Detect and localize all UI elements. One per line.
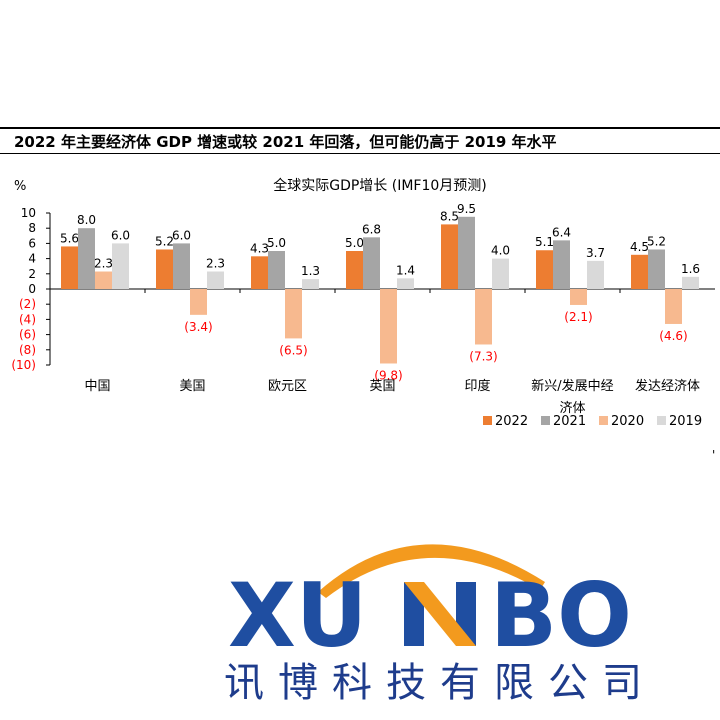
data-label: 5.6 [60, 231, 79, 245]
bar-2019 [302, 279, 319, 289]
data-label: 8.5 [440, 209, 459, 223]
bar-2021 [173, 243, 190, 289]
bar-2022 [156, 249, 173, 289]
y-tick-label: (2) [19, 297, 36, 311]
data-label: 6.0 [172, 228, 191, 242]
legend-label: 2021 [553, 414, 586, 429]
company-name: 讯博科技有限公司 [224, 660, 656, 706]
data-label: 6.8 [362, 222, 381, 236]
y-tick-label: 4 [28, 252, 36, 266]
headline-top-rule [0, 127, 720, 129]
bar-2019 [682, 276, 699, 289]
data-label: 4.5 [630, 240, 649, 254]
bar-2021 [78, 228, 95, 289]
data-label: 6.4 [552, 225, 571, 239]
y-tick-label: 2 [28, 267, 36, 281]
logo-brand-left: XU [228, 564, 367, 650]
bar-2020 [665, 289, 682, 324]
legend-label: 2019 [669, 414, 702, 429]
data-label: 3.7 [586, 246, 605, 260]
bar-2019 [492, 258, 509, 289]
legend-swatch-2020 [599, 416, 608, 425]
bar-2019 [587, 260, 604, 289]
page-headline: 2022 年主要经济体 GDP 增速或较 2021 年回落，但可能仍高于 201… [14, 133, 557, 151]
legend-swatch-2021 [541, 416, 550, 425]
data-label: 5.0 [267, 236, 286, 250]
data-label: 8.0 [77, 213, 96, 227]
bar-2020 [570, 289, 587, 305]
bar-2019 [207, 271, 224, 289]
data-label: 4.0 [491, 244, 510, 258]
bar-2021 [268, 251, 285, 289]
bar-2020 [380, 289, 397, 364]
category-label: 印度 [464, 378, 490, 394]
legend-swatch-2019 [657, 416, 666, 425]
data-label: (6.5) [279, 343, 307, 357]
bar-2019 [397, 278, 414, 289]
xunbo-logo: XU BO [228, 544, 632, 650]
data-label: 5.2 [647, 234, 666, 248]
y-tick-label: 10 [21, 206, 36, 220]
data-label: (2.1) [564, 310, 592, 324]
bar-2020 [95, 271, 112, 289]
y-tick-label: (10) [11, 358, 36, 372]
bar-2020 [190, 289, 207, 315]
bar-2021 [553, 240, 570, 289]
bar-2022 [61, 246, 78, 289]
data-label: (4.6) [659, 329, 687, 343]
y-tick-label: (4) [19, 312, 36, 326]
data-label: 4.3 [250, 241, 269, 255]
y-tick-label: (8) [19, 343, 36, 357]
bar-2021 [363, 237, 380, 289]
data-label: 9.5 [457, 202, 476, 216]
headline-bottom-rule [0, 153, 720, 154]
chart-title: 全球实际GDP增长 (IMF10月预测) [273, 177, 487, 194]
data-label: (9.8) [374, 368, 402, 382]
bar-2022 [536, 250, 553, 289]
bar-2019 [112, 243, 129, 289]
bar-2021 [458, 216, 475, 289]
data-label: 5.2 [155, 234, 174, 248]
data-label: 5.1 [535, 235, 554, 249]
data-label: 1.6 [681, 262, 700, 276]
bar-2020 [475, 289, 492, 345]
data-label: 6.0 [111, 228, 130, 242]
logo-n-glyph [404, 582, 476, 646]
data-label: (7.3) [469, 349, 497, 363]
category-label: 新兴/发展中经 [531, 378, 613, 394]
logo-arc [318, 544, 545, 598]
bar-2022 [251, 256, 268, 289]
y-tick-label: 0 [28, 282, 36, 296]
y-tick-label: 8 [28, 221, 36, 235]
category-label: 英国 [369, 379, 395, 394]
category-label: 发达经济体 [635, 378, 700, 394]
category-label: 中国 [84, 379, 110, 394]
y-tick-label: (6) [19, 328, 36, 342]
data-label: 1.4 [396, 263, 415, 277]
bar-2022 [346, 251, 363, 289]
legend-label: 2020 [611, 414, 644, 429]
legend-label: 2022 [495, 414, 528, 429]
bar-2022 [441, 224, 458, 289]
logo-brand-right: BO [490, 564, 632, 650]
data-label: 2.3 [94, 257, 113, 271]
category-label: 欧元区 [268, 379, 307, 394]
legend-swatch-2022 [483, 416, 492, 425]
data-label: 5.0 [345, 236, 364, 250]
y-axis-unit: % [14, 179, 26, 194]
bar-2022 [631, 254, 648, 289]
category-label: 美国 [179, 379, 205, 394]
category-label: 济体 [559, 401, 585, 416]
bar-2020 [285, 289, 302, 339]
y-tick-label: 6 [28, 236, 36, 250]
data-label: 1.3 [301, 264, 320, 278]
stray-mark: ' [712, 448, 716, 462]
data-label: 2.3 [206, 257, 225, 271]
bar-2021 [648, 249, 665, 289]
data-label: (3.4) [184, 320, 212, 334]
